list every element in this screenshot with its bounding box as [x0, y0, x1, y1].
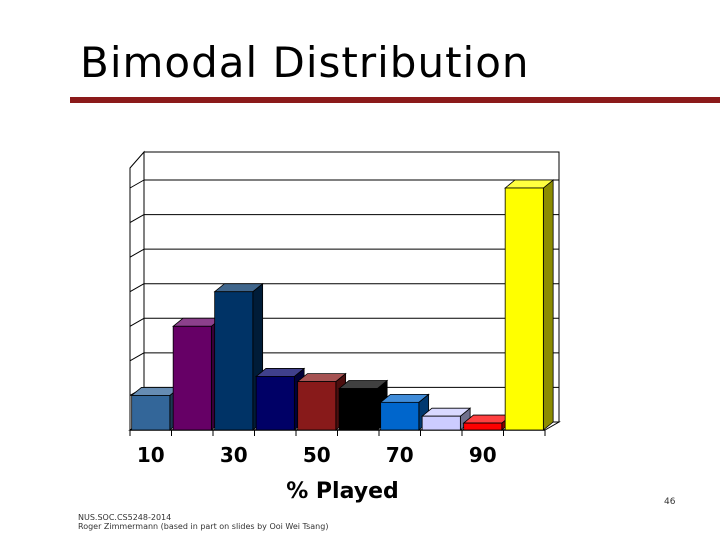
- bar: [131, 395, 171, 431]
- bar: [338, 388, 378, 431]
- bar: [380, 401, 420, 431]
- gridline-side: [129, 317, 145, 327]
- x-tick-label: 90: [469, 443, 497, 467]
- bar: [172, 325, 212, 431]
- gridline-side: [129, 214, 145, 224]
- x-tick-label: 50: [303, 443, 331, 467]
- gridline-side: [129, 248, 145, 258]
- gridline-side: [129, 283, 145, 293]
- bar-side: [542, 179, 554, 431]
- page-number: 46: [664, 497, 676, 507]
- footer-credit: Roger Zimmermann (based in part on slide…: [78, 522, 329, 531]
- bar: [463, 422, 503, 431]
- x-tick-label: 70: [386, 443, 414, 467]
- x-tick-label: 30: [220, 443, 248, 467]
- gridline-side: [129, 352, 145, 362]
- bar: [504, 187, 544, 431]
- x-axis-label: % Played: [286, 479, 399, 504]
- bar: [297, 381, 337, 431]
- slide-footer: NUS.SOC.CS5248-2014 Roger Zimmermann (ba…: [78, 513, 328, 531]
- gridline-side: [129, 179, 145, 189]
- bar: [421, 415, 461, 431]
- footer-course: NUS.SOC.CS5248-2014: [78, 513, 172, 522]
- slide-title: Bimodal Distribution: [80, 38, 530, 87]
- x-tick-label: 10: [137, 443, 165, 467]
- bar: [255, 376, 295, 431]
- title-underline: [70, 97, 720, 103]
- bar: [214, 291, 254, 431]
